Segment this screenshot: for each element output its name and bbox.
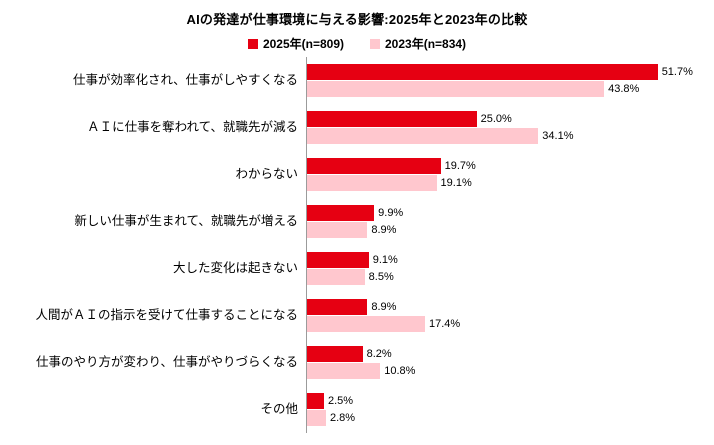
legend-item-2023: 2023年(n=834) [370, 35, 466, 52]
value-label: 43.8% [608, 83, 640, 95]
value-label: 8.9% [371, 301, 397, 313]
bar-line-2023: 8.5% [307, 269, 714, 285]
bar-line-2023: 2.8% [307, 410, 714, 426]
value-label: 34.1% [542, 130, 574, 142]
legend-swatch [370, 38, 380, 49]
bar-line-2025: 9.9% [307, 205, 714, 221]
bar-2023 [307, 410, 326, 426]
bar-2025 [307, 205, 375, 221]
chart-row: 仕事が効率化され、仕事がしやすくなる 51.7% 43.8% [0, 57, 714, 104]
bar-line-2025: 9.1% [307, 252, 714, 268]
bar-group: 19.7% 19.1% [306, 151, 714, 198]
value-label: 51.7% [661, 66, 693, 78]
bar-group: 9.1% 8.5% [306, 245, 714, 292]
bar-2023 [307, 363, 381, 379]
legend-item-2025: 2025年(n=809) [247, 35, 344, 52]
value-label: 25.0% [480, 113, 512, 125]
bar-line-2025: 8.2% [307, 346, 714, 362]
value-label: 17.4% [429, 318, 461, 330]
bar-line-2023: 43.8% [307, 81, 714, 97]
chart-row: わからない 19.7% 19.1% [0, 151, 714, 198]
bar-line-2025: 19.7% [307, 158, 714, 174]
value-label: 19.1% [440, 177, 472, 189]
bar-line-2023: 34.1% [307, 128, 714, 144]
value-label: 10.8% [384, 365, 416, 377]
bar-2023 [307, 81, 605, 97]
category-label: 仕事のやり方が変わり、仕事がやりづらくなる [35, 355, 298, 369]
value-label: 2.5% [327, 395, 354, 407]
value-label: 9.1% [372, 254, 398, 266]
chart-row: 仕事のやり方が変わり、仕事がやりづらくなる 8.2% 10.8% [0, 339, 714, 386]
plot-area: 仕事が効率化され、仕事がしやすくなる 51.7% 43.8% ＡＩに仕事を奪われて、就… [0, 57, 714, 433]
bar-line-2023: 17.4% [307, 316, 714, 332]
bar-group: 9.9% 8.9% [306, 198, 714, 245]
bar-line-2025: 25.0% [307, 111, 714, 127]
bar-group: 8.9% 17.4% [306, 292, 714, 339]
bar-line-2025: 51.7% [307, 64, 714, 80]
bar-line-2025: 8.9% [307, 299, 714, 315]
legend-label: 2023年(n=834) [385, 37, 467, 51]
chart-row: ＡＩに仕事を奪われて、就職先が減る 25.0% 34.1% [0, 104, 714, 151]
bar-line-2023: 19.1% [307, 175, 714, 191]
legend-label: 2025年(n=809) [262, 37, 344, 51]
category-label: 新しい仕事が生まれて、就職先が増える [74, 214, 298, 228]
category-label: ＡＩに仕事を奪われて、就職先が減る [87, 120, 298, 134]
chart-row: 人間がＡＩの指示を受けて仕事することになる 8.9% 17.4% [0, 292, 714, 339]
category-label: その他 [260, 402, 298, 416]
value-label: 8.5% [368, 271, 394, 283]
legend-swatch [247, 38, 258, 49]
chart-row: 新しい仕事が生まれて、就職先が増える 9.9% 8.9% [0, 198, 714, 245]
bar-2025 [307, 252, 369, 268]
bar-2023 [307, 128, 539, 144]
legend: 2025年(n=809) 2023年(n=834) [0, 35, 714, 52]
bar-line-2025: 2.5% [307, 393, 714, 409]
bar-group: 25.0% 34.1% [306, 104, 714, 151]
bar-2025 [307, 64, 658, 80]
value-label: 2.8% [329, 412, 356, 424]
bar-2023 [307, 222, 368, 238]
bar-2025 [307, 346, 363, 362]
bar-2025 [307, 111, 477, 127]
category-label: 仕事が効率化され、仕事がしやすくなる [72, 73, 298, 87]
bar-line-2023: 8.9% [307, 222, 714, 238]
chart-row: その他 2.5% 2.8% [0, 386, 714, 433]
value-label: 8.2% [366, 348, 392, 360]
bar-group: 8.2% 10.8% [306, 339, 714, 386]
bar-2023 [307, 269, 365, 285]
bar-2025 [307, 299, 368, 315]
bar-line-2023: 10.8% [307, 363, 714, 379]
bar-2025 [307, 158, 441, 174]
value-label: 19.7% [444, 160, 476, 172]
category-label: 大した変化は起きない [172, 261, 298, 275]
category-label: わからない [235, 167, 298, 181]
category-label: 人間がＡＩの指示を受けて仕事することになる [35, 308, 298, 322]
chart-row: 大した変化は起きない 9.1% 8.5% [0, 245, 714, 292]
value-label: 9.9% [378, 207, 404, 219]
value-label: 8.9% [371, 224, 397, 236]
bar-2023 [307, 316, 426, 332]
bar-2025 [307, 393, 324, 409]
bar-group: 51.7% 43.8% [306, 57, 714, 104]
bar-2023 [307, 175, 437, 191]
chart-title: AIの発達が仕事環境に与える影響:2025年と2023年の比較 [186, 12, 528, 27]
bar-group: 2.5% 2.8% [306, 386, 714, 433]
